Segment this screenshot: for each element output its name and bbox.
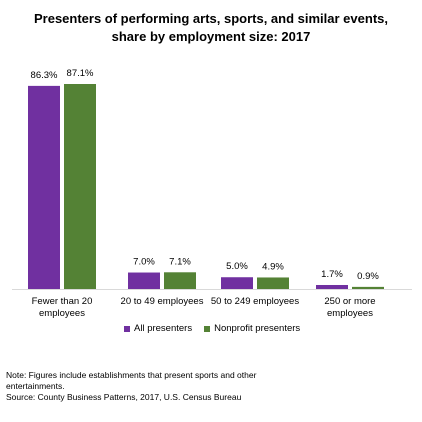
chart-title-line1: Presenters of performing arts, sports, a… [33, 11, 388, 26]
legend: All presenters Nonprofit presenters [124, 323, 300, 334]
value-label-all-presenters-3: 1.7% [321, 269, 343, 280]
bar-all-presenters-0 [28, 85, 60, 289]
legend-swatch-nonprofit-presenters [204, 325, 211, 332]
bar-nonprofit-presenters-2 [257, 277, 289, 289]
category-label-3-line-0: 250 or more [324, 296, 375, 307]
value-label-all-presenters-0: 86.3% [31, 70, 58, 81]
category-label-3-line-1: employees [327, 308, 373, 319]
value-label-nonprofit-presenters-0: 87.1% [67, 68, 94, 79]
source-line: Source: County Business Patterns, 2017, … [6, 392, 242, 402]
category-label-2-line-0: 50 to 249 employees [211, 296, 299, 307]
bar-nonprofit-presenters-3 [352, 286, 384, 289]
value-label-nonprofit-presenters-1: 7.1% [169, 256, 191, 267]
value-label-nonprofit-presenters-2: 4.9% [262, 261, 284, 272]
value-label-all-presenters-2: 5.0% [226, 261, 248, 272]
legend-item-all-presenters: All presenters [124, 323, 192, 334]
bar-all-presenters-3 [316, 284, 348, 289]
value-label-all-presenters-1: 7.0% [133, 257, 155, 268]
bar-nonprofit-presenters-1 [164, 272, 196, 289]
bar-nonprofit-presenters-0 [64, 84, 96, 289]
note-line-1: Note: Figures include establishments tha… [6, 370, 257, 380]
value-labels-group: 86.3% 87.1% 7.0% 7.1% 5.0% 4.9% 1.7% 0.9% [31, 68, 380, 282]
value-label-nonprofit-presenters-3: 0.9% [357, 271, 379, 282]
note-line-2: entertainments. [6, 381, 65, 391]
bars-group [28, 84, 384, 289]
legend-label-all-presenters: All presenters [134, 323, 193, 334]
bar-all-presenters-1 [128, 272, 160, 289]
category-label-0-line-1: employees [39, 308, 85, 319]
category-label-0-line-0: Fewer than 20 [32, 296, 93, 307]
notes: Note: Figures include establishments tha… [6, 370, 306, 403]
chart-title: Presenters of performing arts, sports, a… [0, 10, 422, 46]
legend-item-nonprofit-presenters: Nonprofit presenters [204, 323, 300, 334]
legend-swatch-all-presenters [124, 325, 130, 332]
legend-label-nonprofit-presenters: Nonprofit presenters [214, 323, 301, 334]
category-label-1-line-0: 20 to 49 employees [121, 296, 204, 307]
chart-title-line2: share by employment size: 2017 [111, 29, 311, 44]
bar-all-presenters-2 [221, 277, 253, 289]
